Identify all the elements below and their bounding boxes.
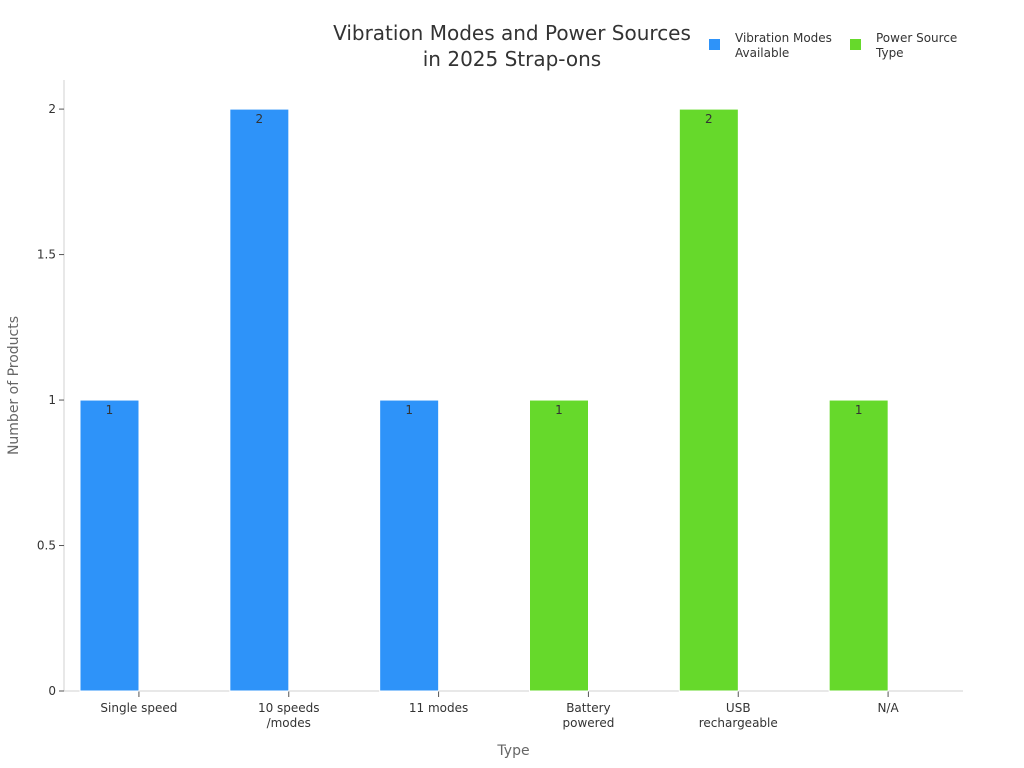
bar [529, 399, 589, 692]
x-tick-label: /modes [267, 716, 311, 730]
chart-title-line: Vibration Modes and Power Sources [333, 21, 691, 45]
data-labels: 1 2 1 1 2 1 [106, 112, 863, 417]
bar-value-label: 2 [256, 112, 264, 126]
legend-label: Type [875, 46, 904, 60]
y-tick-label: 1.5 [37, 248, 56, 262]
x-tick-label: 10 speeds [258, 701, 320, 715]
bar-value-label: 1 [555, 403, 563, 417]
bar-value-label: 2 [705, 112, 713, 126]
x-tick-label: Battery [566, 701, 610, 715]
bar-value-label: 1 [405, 403, 413, 417]
axes: 0 0.5 1 1.5 2 Single speed 10 speeds/modes 11 m… [6, 80, 963, 759]
x-axis-title: Type [496, 743, 529, 759]
bar [79, 399, 140, 692]
x-tick-label: USB [726, 701, 751, 715]
bar [379, 399, 440, 692]
bar-value-label: 1 [106, 403, 114, 417]
bar-value-label: 1 [855, 403, 863, 417]
bar [828, 399, 889, 692]
x-tick-label: 11 modes [409, 701, 468, 715]
bar [678, 108, 739, 692]
y-tick-label: 0 [48, 684, 56, 698]
y-tick-label: 0.5 [37, 539, 56, 553]
x-tick-label: Single speed [100, 701, 177, 715]
y-tick-label: 2 [48, 102, 56, 116]
legend-swatch [709, 39, 720, 50]
x-tick-label: powered [563, 716, 615, 730]
chart-title-line: in 2025 Strap-ons [423, 47, 601, 71]
x-tick-label: N/A [877, 701, 899, 715]
bar [229, 108, 290, 692]
y-axis-title: Number of Products [6, 316, 22, 455]
legend-label: Available [735, 46, 789, 60]
x-tick-label: rechargeable [699, 716, 778, 730]
legend-label: Vibration Modes [735, 31, 832, 45]
legend-label: Power Source [876, 31, 957, 45]
bars [79, 108, 889, 692]
y-tick-label: 1 [48, 393, 56, 407]
legend-swatch [850, 39, 861, 50]
